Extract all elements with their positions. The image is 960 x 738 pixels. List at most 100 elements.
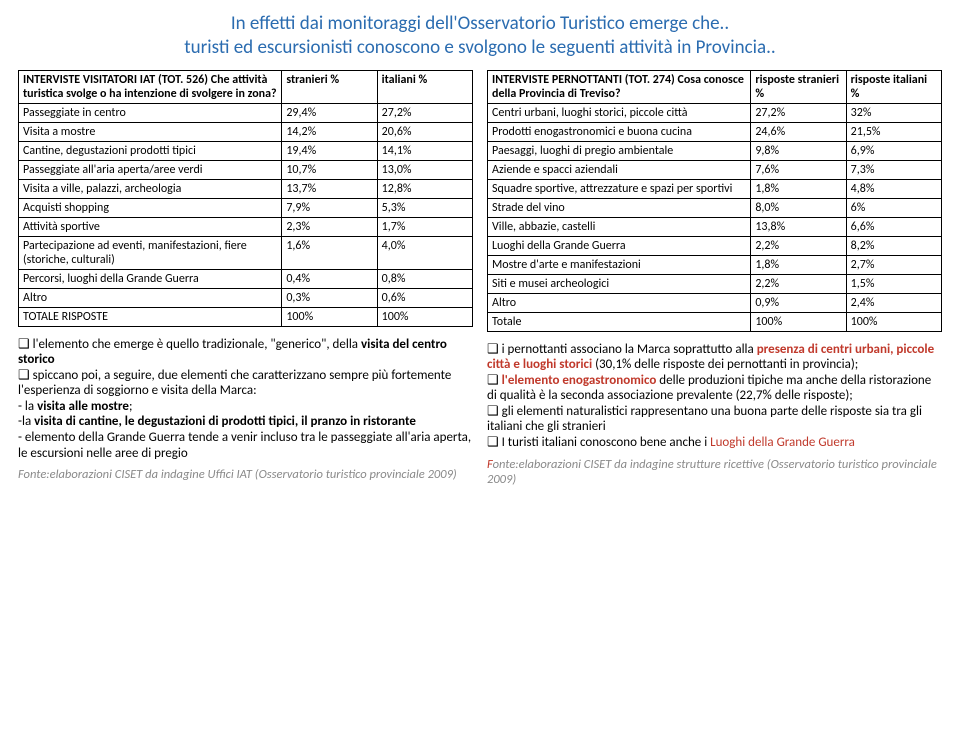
cell: 8,0% bbox=[751, 198, 846, 217]
table-row: Attività sportive2,3%1,7% bbox=[19, 217, 473, 236]
cell: 10,7% bbox=[282, 160, 377, 179]
cell: Prodotti enogastronomici e buona cucina bbox=[488, 122, 751, 141]
cell: 1,8% bbox=[751, 179, 846, 198]
cell: 13,0% bbox=[377, 160, 472, 179]
cell: 6,6% bbox=[846, 217, 941, 236]
table-row: Luoghi della Grande Guerra2,2%8,2% bbox=[488, 236, 942, 255]
cell: 4,8% bbox=[846, 179, 941, 198]
left-notes: l'elemento che emerge è quello tradizion… bbox=[18, 337, 473, 462]
cell: 0,6% bbox=[377, 288, 472, 307]
note-bold: visita alle mostre bbox=[37, 399, 129, 414]
cell: Passeggiate in centro bbox=[19, 103, 282, 122]
source-rest: onte:elaborazioni CISET da indagine stru… bbox=[487, 457, 937, 487]
cell: 2,3% bbox=[282, 217, 377, 236]
cell: 6% bbox=[846, 198, 941, 217]
cell: 5,3% bbox=[377, 198, 472, 217]
left-column: INTERVISTE VISITATORI IAT (TOT. 526) Che… bbox=[18, 70, 473, 487]
table-row: Percorsi, luoghi della Grande Guerra0,4%… bbox=[19, 269, 473, 288]
cell: Visita a ville, palazzi, archeologia bbox=[19, 179, 282, 198]
cell: Passeggiate all'aria aperta/aree verdi bbox=[19, 160, 282, 179]
cell: 2,2% bbox=[751, 274, 846, 293]
bullet-icon bbox=[487, 373, 502, 388]
cell: 2,2% bbox=[751, 236, 846, 255]
cell: 100% bbox=[751, 312, 846, 331]
bullet-icon bbox=[18, 337, 33, 352]
cell: Aziende e spacci aziendali bbox=[488, 160, 751, 179]
cell: Visita a mostre bbox=[19, 122, 282, 141]
note-text: I turisti italiani conoscono bene anche … bbox=[502, 435, 711, 450]
cell: Mostre d'arte e manifestazioni bbox=[488, 255, 751, 274]
page-title: In effetti dai monitoraggi dell'Osservat… bbox=[18, 12, 942, 60]
table-row: Paesaggi, luoghi di pregio ambientale9,8… bbox=[488, 141, 942, 160]
cell: 4,0% bbox=[377, 236, 472, 269]
cell: TOTALE RISPOSTE bbox=[19, 307, 282, 326]
note-text: -la bbox=[18, 414, 34, 429]
cell: 0,4% bbox=[282, 269, 377, 288]
note-text: - elemento della Grande Guerra tende a v… bbox=[18, 430, 473, 461]
note-bold: visita di cantine, le degustazioni di pr… bbox=[34, 414, 416, 429]
table-row: Acquisti shopping7,9%5,3% bbox=[19, 198, 473, 217]
note-red: Luoghi della Grande Guerra bbox=[710, 435, 855, 450]
cell: 27,2% bbox=[377, 103, 472, 122]
header-question: INTERVISTE PERNOTTANTI (TOT. 274) Cosa c… bbox=[488, 70, 751, 103]
note-bold: l'elemento enogastronomico bbox=[502, 373, 660, 388]
cell: Siti e musei archeologici bbox=[488, 274, 751, 293]
cell: 13,7% bbox=[282, 179, 377, 198]
header-italian: italiani % bbox=[377, 70, 472, 103]
cell: 8,2% bbox=[846, 236, 941, 255]
cell: 100% bbox=[377, 307, 472, 326]
cell: 2,7% bbox=[846, 255, 941, 274]
cell: 13,8% bbox=[751, 217, 846, 236]
table-row: Altro0,9%2,4% bbox=[488, 293, 942, 312]
table-row: Cantine, degustazioni prodotti tipici19,… bbox=[19, 141, 473, 160]
cell: Strade del vino bbox=[488, 198, 751, 217]
right-notes: i pernottanti associano la Marca sopratt… bbox=[487, 342, 942, 451]
note-text: gli elementi naturalistici rappresentano… bbox=[487, 404, 922, 435]
note-text: - la bbox=[18, 399, 37, 414]
title-line-2: turisti ed escursionisti conoscono e svo… bbox=[184, 36, 775, 59]
cell: 100% bbox=[846, 312, 941, 331]
cell: 1,6% bbox=[282, 236, 377, 269]
cell: Luoghi della Grande Guerra bbox=[488, 236, 751, 255]
table-header-row: INTERVISTE PERNOTTANTI (TOT. 274) Cosa c… bbox=[488, 70, 942, 103]
cell: Altro bbox=[19, 288, 282, 307]
cell: 100% bbox=[282, 307, 377, 326]
cell: 14,1% bbox=[377, 141, 472, 160]
table-row: Visita a mostre14,2%20,6% bbox=[19, 122, 473, 141]
cell: 32% bbox=[846, 103, 941, 122]
cell: Centri urbani, luoghi storici, piccole c… bbox=[488, 103, 751, 122]
cell: Acquisti shopping bbox=[19, 198, 282, 217]
cell: 20,6% bbox=[377, 122, 472, 141]
right-column: INTERVISTE PERNOTTANTI (TOT. 274) Cosa c… bbox=[487, 70, 942, 487]
header-italian: risposte italiani % bbox=[846, 70, 941, 103]
cell: 7,9% bbox=[282, 198, 377, 217]
cell: 0,8% bbox=[377, 269, 472, 288]
header-question: INTERVISTE VISITATORI IAT (TOT. 526) Che… bbox=[19, 70, 282, 103]
cell: 1,8% bbox=[751, 255, 846, 274]
cell: 2,4% bbox=[846, 293, 941, 312]
cell: Partecipazione ad eventi, manifestazioni… bbox=[19, 236, 282, 269]
bullet-icon bbox=[487, 435, 502, 450]
cell: Percorsi, luoghi della Grande Guerra bbox=[19, 269, 282, 288]
left-source: Fonte:elaborazioni CISET da indagine Uff… bbox=[18, 467, 473, 482]
note-text: spiccano poi, a seguire, due elementi ch… bbox=[18, 368, 451, 399]
table-row: Squadre sportive, attrezzature e spazi p… bbox=[488, 179, 942, 198]
table-row: Mostre d'arte e manifestazioni1,8%2,7% bbox=[488, 255, 942, 274]
note-text: l'elemento che emerge è quello tradizion… bbox=[33, 337, 361, 352]
right-source: FFonte:elaborazioni CISET da indagine st… bbox=[487, 457, 942, 487]
overnighters-table: INTERVISTE PERNOTTANTI (TOT. 274) Cosa c… bbox=[487, 70, 942, 332]
table-row: Passeggiate in centro29,4%27,2% bbox=[19, 103, 473, 122]
cell: 21,5% bbox=[846, 122, 941, 141]
bullet-icon bbox=[18, 368, 33, 383]
cell: Attività sportive bbox=[19, 217, 282, 236]
table-row: Aziende e spacci aziendali7,6%7,3% bbox=[488, 160, 942, 179]
header-foreign: stranieri % bbox=[282, 70, 377, 103]
cell: 19,4% bbox=[282, 141, 377, 160]
cell: 7,6% bbox=[751, 160, 846, 179]
cell: 7,3% bbox=[846, 160, 941, 179]
cell: Squadre sportive, attrezzature e spazi p… bbox=[488, 179, 751, 198]
bullet-icon bbox=[487, 404, 502, 419]
cell: 0,3% bbox=[282, 288, 377, 307]
cell: 0,9% bbox=[751, 293, 846, 312]
table-row: Visita a ville, palazzi, archeologia13,7… bbox=[19, 179, 473, 198]
